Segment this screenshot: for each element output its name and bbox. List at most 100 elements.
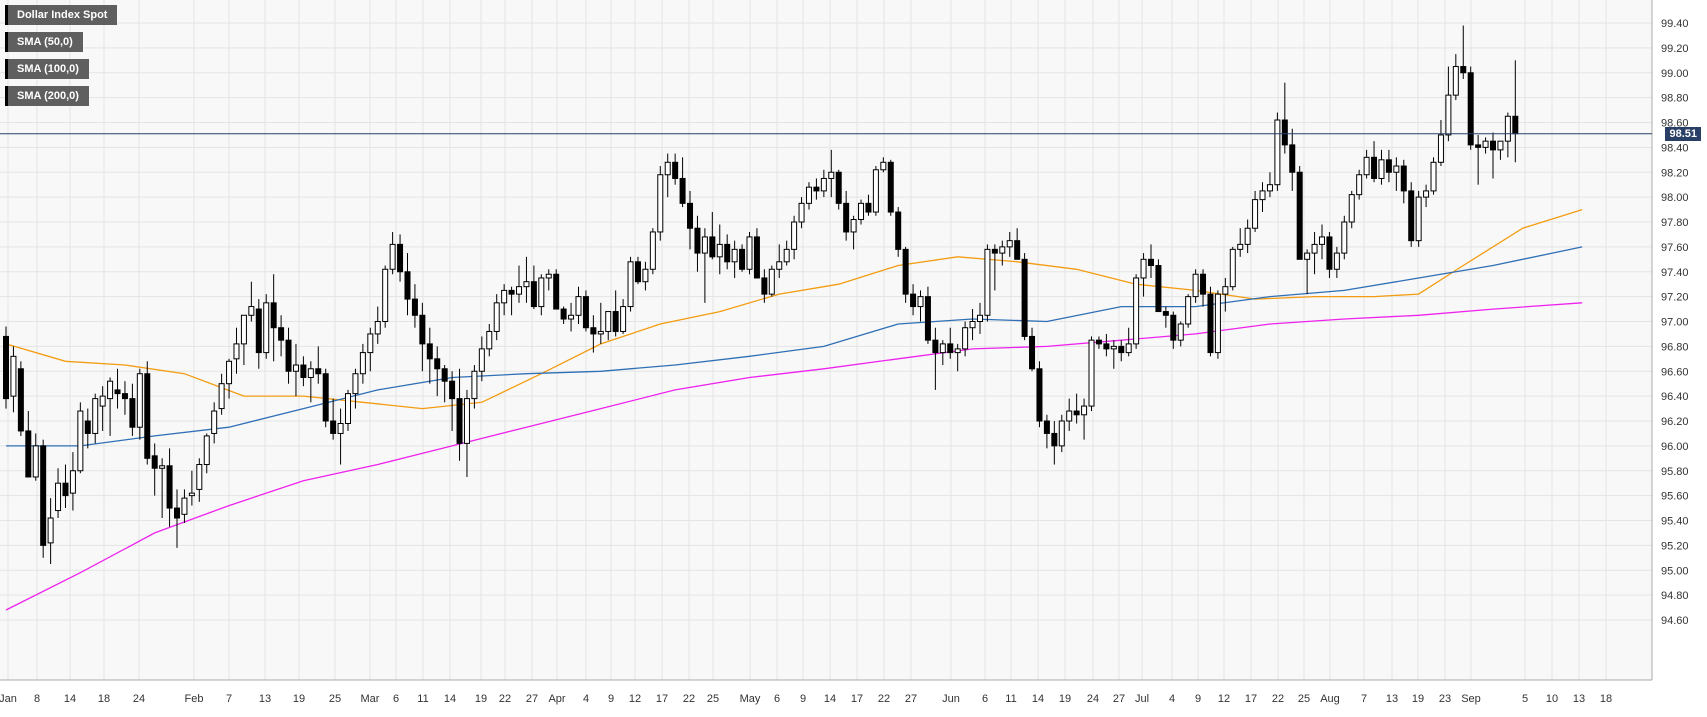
candle-body-down [1118, 345, 1125, 354]
legend-item-sma-200[interactable]: SMA (200,0) [5, 86, 89, 106]
candle [880, 157, 887, 173]
candle-body-up [1110, 345, 1117, 350]
candle-body-down [1512, 115, 1519, 135]
candle-body-down [590, 327, 597, 335]
legend-item-sma-50[interactable]: SMA (50,0) [5, 32, 83, 52]
candle-body-up [1244, 227, 1251, 245]
x-tick-label: 17 [851, 693, 863, 705]
candle [17, 361, 24, 436]
candle [783, 240, 790, 266]
x-tick-label: 10 [1546, 693, 1558, 705]
candle-body-up [1266, 184, 1273, 192]
x-tick-label: 22 [1272, 693, 1284, 705]
candle-body-up [1066, 410, 1073, 422]
candle-body-up [1393, 165, 1400, 173]
x-tick-label: 4 [583, 693, 589, 705]
y-tick-label: 98.20 [1661, 167, 1689, 179]
candle [1400, 159, 1407, 204]
candle-body-up [1192, 273, 1199, 298]
candle-body-down [174, 507, 181, 519]
candle [55, 468, 62, 519]
candle [1356, 169, 1363, 200]
candle-body-up [211, 410, 218, 434]
candle [1490, 132, 1496, 179]
candle-body-down [887, 161, 894, 213]
legend-item-sma-100[interactable]: SMA (100,0) [5, 59, 89, 79]
candle [716, 224, 723, 275]
y-tick-label: 95.00 [1661, 565, 1689, 577]
candle-body-up [389, 243, 396, 270]
x-tick-label: 11 [417, 693, 428, 705]
candle [233, 327, 240, 374]
candle [337, 408, 344, 465]
x-tick-label: 27 [526, 693, 538, 705]
candle [872, 166, 879, 216]
candle [568, 302, 575, 332]
candle-body-up [858, 202, 865, 221]
candle [553, 269, 560, 310]
candle-body-down [694, 227, 701, 254]
candle [1482, 137, 1489, 154]
candle [545, 269, 552, 291]
candle [84, 408, 91, 449]
legend-item-dollar-index[interactable]: Dollar Index Spot [5, 5, 118, 25]
candle [25, 411, 32, 478]
candle-body-down [1467, 72, 1474, 146]
candle-body-up [501, 289, 508, 304]
candle [924, 286, 931, 344]
x-tick-label: Jan [0, 693, 17, 705]
y-tick-label: 97.00 [1661, 317, 1689, 329]
x-tick-label: 8 [34, 693, 40, 705]
candle-body-up [226, 360, 233, 385]
x-tick-label: 13 [1573, 693, 1585, 705]
y-tick-label: 98.80 [1661, 93, 1689, 105]
candle [441, 365, 448, 403]
candle-body-down [1170, 314, 1177, 341]
y-tick-label: 97.40 [1661, 267, 1689, 279]
candle-body-up [984, 248, 991, 316]
candle [211, 402, 218, 444]
y-tick-label: 97.60 [1661, 242, 1689, 254]
candle-body-down [1296, 171, 1303, 260]
candle-body-down [843, 202, 850, 233]
x-tick-label: 14 [64, 693, 76, 705]
candle-body-up [664, 161, 671, 176]
candle [40, 439, 47, 558]
candle-body-up [248, 306, 255, 316]
candle [196, 458, 203, 502]
y-tick-label: 99.40 [1661, 18, 1689, 30]
candle-body-down [144, 373, 151, 459]
candle-body-down [1162, 311, 1169, 316]
grid-lines [0, 0, 1652, 680]
y-tick-label: 98.60 [1661, 118, 1689, 130]
candle [397, 234, 404, 282]
x-tick-label: Jul [1135, 693, 1149, 705]
x-tick-label: 27 [1113, 693, 1125, 705]
candle-body-up [1430, 161, 1437, 192]
candle [709, 212, 716, 260]
candle-body-up [1058, 420, 1065, 447]
candle [248, 281, 255, 322]
candle-body-up [798, 202, 805, 223]
x-tick-label: 9 [800, 693, 806, 705]
candle [1200, 269, 1207, 307]
candle-body-up [649, 231, 656, 270]
candle [166, 448, 173, 527]
candle [746, 231, 753, 275]
candle-body-up [77, 410, 84, 472]
candle [739, 244, 746, 272]
candle-body-up [917, 296, 924, 308]
candle-body-down [924, 296, 931, 341]
candle-body-up [954, 348, 961, 354]
candle-body-up [55, 482, 62, 512]
candle-body-down [1103, 343, 1110, 350]
candle [917, 290, 924, 322]
x-tick-label: 18 [98, 693, 110, 705]
candle [99, 386, 106, 431]
candle-body-down [285, 339, 292, 372]
candle-body-down [278, 327, 285, 341]
x-tick-label: Apr [548, 693, 565, 705]
y-tick-label: 95.40 [1661, 516, 1689, 528]
y-tick-label: 99.20 [1661, 43, 1689, 55]
x-tick-label: Sep [1461, 693, 1481, 705]
